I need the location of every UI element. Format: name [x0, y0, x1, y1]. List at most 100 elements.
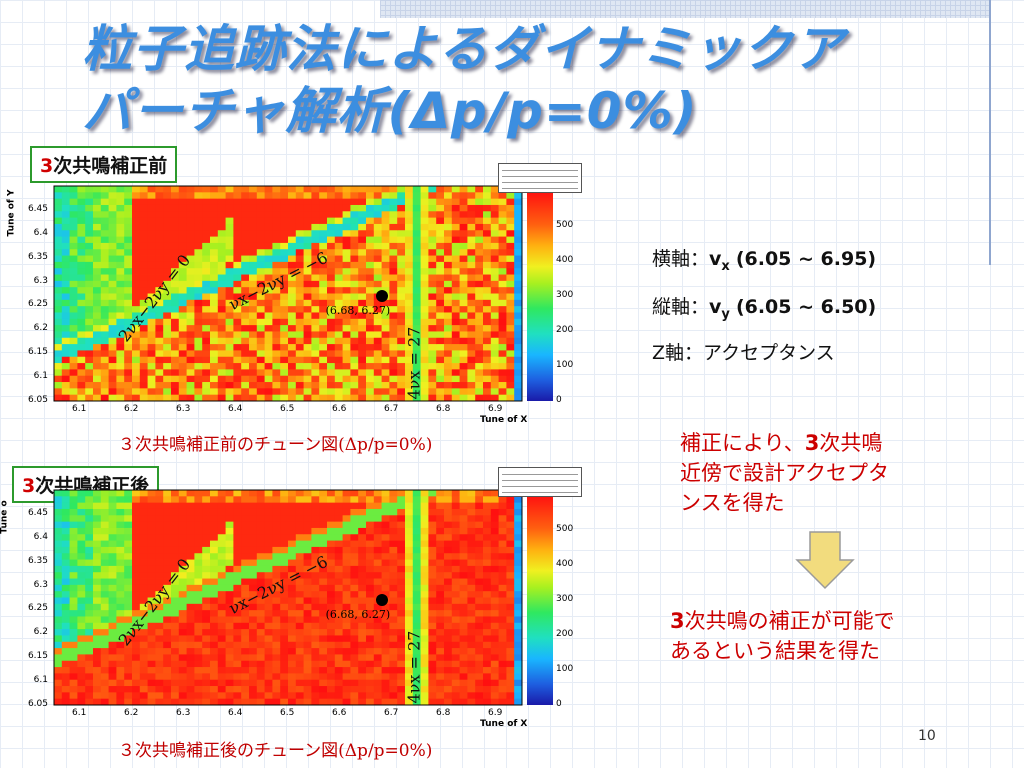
heatmap-cell — [444, 641, 453, 649]
heatmap-cell — [459, 610, 468, 617]
heatmap-cell — [241, 502, 250, 510]
heatmap-cell — [412, 591, 421, 598]
heatmap-cell — [451, 242, 460, 250]
heatmap-cell — [506, 337, 515, 345]
heatmap-cell — [436, 217, 445, 225]
heatmap-cell — [295, 299, 304, 307]
heatmap-cell — [490, 230, 499, 237]
heatmap-cell — [311, 559, 320, 567]
heatmap-cell — [272, 603, 281, 611]
heatmap-cell — [163, 502, 172, 510]
heatmap-cell — [61, 698, 70, 706]
heatmap-cell — [295, 546, 304, 554]
heatmap-cell — [373, 382, 382, 389]
heatmap-cell — [342, 274, 351, 282]
heatmap-cell — [342, 192, 351, 200]
heatmap-cell — [202, 654, 211, 662]
heatmap-cell — [288, 515, 297, 523]
title-line-1: 粒子追跡法によるダイナミックア — [82, 20, 845, 78]
heatmap-cell — [467, 186, 476, 193]
heatmap-cell — [280, 508, 289, 516]
heatmap-cell — [405, 635, 414, 643]
heatmap-cell — [186, 629, 195, 636]
heatmap-cell — [436, 356, 445, 364]
heatmap-cell — [490, 515, 499, 523]
heatmap-cell — [264, 553, 273, 560]
heatmap-cell — [381, 356, 390, 364]
heatmap-cell — [327, 698, 336, 706]
heatmap-cell — [256, 686, 265, 693]
heatmap-cell — [100, 502, 109, 510]
heatmap-cell — [397, 508, 406, 516]
heatmap-cell — [163, 508, 172, 516]
heatmap-cell — [186, 344, 195, 351]
heatmap-cell — [483, 287, 492, 294]
heatmap-cell — [93, 242, 102, 250]
heatmap-cell — [61, 350, 70, 358]
heatmap-cell — [444, 591, 453, 598]
heatmap-cell — [77, 204, 86, 212]
heatmap-cell — [436, 654, 445, 662]
heatmap-cell — [373, 641, 382, 649]
heatmap-cell — [483, 325, 492, 332]
heatmap-cell — [405, 280, 414, 288]
heatmap-cell — [389, 274, 398, 282]
heatmap-cell — [233, 268, 242, 275]
heatmap-cell — [225, 331, 234, 339]
heatmap-cell — [350, 350, 359, 358]
heatmap-cell — [108, 217, 117, 225]
heatmap-cell — [444, 660, 453, 668]
heatmap-cell — [256, 211, 265, 219]
heatmap-cell — [327, 502, 336, 510]
heatmap-cell — [61, 515, 70, 523]
heatmap-cell — [217, 242, 226, 250]
heatmap-cell — [132, 331, 141, 339]
heatmap-cell — [210, 255, 219, 263]
heatmap-cell — [514, 654, 523, 662]
heatmap-cell — [303, 559, 312, 567]
heatmap-cell — [373, 236, 382, 244]
heatmap-cell — [178, 540, 187, 548]
heatmap-cell — [490, 692, 499, 700]
heatmap-cell — [334, 591, 343, 598]
x-tick-label: 6.1 — [72, 708, 87, 718]
heatmap-cell — [93, 325, 102, 332]
x-tick-label: 6.6 — [332, 708, 347, 718]
heatmap-cell — [451, 553, 460, 560]
heatmap-cell — [288, 356, 297, 364]
heatmap-cell — [210, 673, 219, 681]
heatmap-cell — [171, 192, 180, 200]
heatmap-cell — [155, 616, 164, 624]
heatmap-cell — [490, 394, 499, 402]
heatmap-cell — [163, 312, 172, 320]
heatmap-cell — [483, 261, 492, 269]
heatmap-cell — [241, 686, 250, 693]
heatmap-cell — [428, 356, 437, 364]
heatmap-cell — [412, 217, 421, 225]
heatmap-cell — [451, 363, 460, 370]
heatmap-cell — [350, 230, 359, 237]
heatmap-cell — [311, 565, 320, 573]
heatmap-cell — [381, 521, 390, 529]
heatmap-cell — [280, 610, 289, 617]
heatmap-cell — [288, 331, 297, 339]
heatmap-cell — [412, 692, 421, 700]
heatmap-cell — [451, 287, 460, 294]
heatmap-cell — [327, 540, 336, 548]
heatmap-cell — [54, 698, 63, 706]
heatmap-cell — [436, 230, 445, 237]
heatmap-cell — [54, 394, 63, 402]
heatmap-cell — [303, 546, 312, 554]
heatmap-cell — [264, 230, 273, 237]
heatmap-cell — [303, 565, 312, 573]
x-tick-label: 6.9 — [488, 708, 503, 718]
heatmap-cell — [241, 578, 250, 586]
heatmap-cell — [124, 274, 133, 282]
heatmap-cell — [194, 299, 203, 307]
heatmap-cell — [116, 648, 125, 655]
heatmap-cell — [405, 521, 414, 529]
heatmap-cell — [155, 635, 164, 643]
heatmap-cell — [389, 382, 398, 389]
heatmap-cell — [428, 299, 437, 307]
heatmap-cell — [373, 325, 382, 332]
